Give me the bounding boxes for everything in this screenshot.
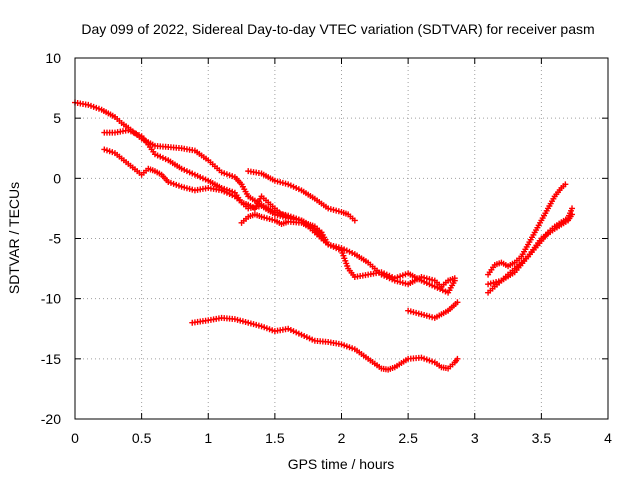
data-marks [72,99,576,373]
y-tick-label: 0 [53,170,61,186]
y-tick-label: -10 [41,291,61,307]
series-arc-3 [101,146,325,236]
series-arc-6 [189,314,461,373]
data-point [562,181,569,188]
x-tick-label: 3.5 [532,430,552,446]
axis-ticks [74,57,609,420]
grid-lines [75,58,608,419]
series-arc-10 [485,205,576,288]
y-tick-label: -5 [49,231,62,247]
x-tick-label: 2.5 [398,430,418,446]
axis-tick-labels: 0 0.5 1 1.5 2 2.5 3 3.5 4 -20 -15 -10 -5 0 5 10 [41,50,612,446]
data-point [569,205,576,212]
series-arc-9 [485,181,569,278]
x-tick-label: 3 [471,430,479,446]
x-tick-label: 2 [338,430,346,446]
series-arc-5 [238,211,332,248]
x-tick-label: 0.5 [132,430,152,446]
x-tick-label: 4 [604,430,612,446]
series-arc-7 [405,299,461,321]
x-tick-label: 0 [71,430,79,446]
y-tick-label: 5 [53,110,61,126]
data-point [451,277,458,284]
y-axis-label: SDTVAR / TECUs [6,182,22,294]
x-tick-label: 1.5 [265,430,285,446]
x-tick-label: 1 [204,430,212,446]
data-point [454,299,461,306]
chart-title: Day 099 of 2022, Sidereal Day-to-day VTE… [81,21,594,37]
series-arc-4 [245,168,358,224]
data-point [325,241,332,248]
data-point [351,217,358,224]
x-axis-label: GPS time / hours [288,456,395,472]
data-point [454,355,461,362]
y-tick-label: 10 [45,50,61,66]
y-tick-label: -20 [41,411,61,427]
y-tick-label: -15 [41,351,61,367]
